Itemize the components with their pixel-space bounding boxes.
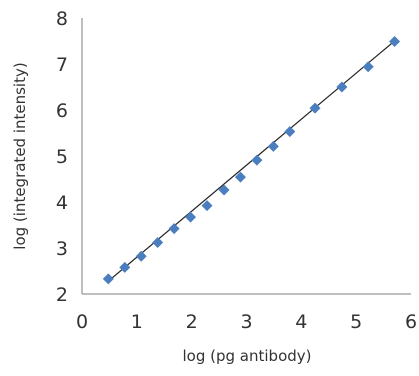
axes — [81, 18, 411, 295]
x-tick-label-1: 1 — [131, 311, 143, 333]
data-point-5 — [185, 211, 197, 223]
y-tick-label-4: 6 — [56, 100, 68, 122]
x-tick-label-0: 0 — [76, 311, 88, 333]
y-tick-label-6: 8 — [56, 8, 68, 30]
data-point-6 — [201, 200, 213, 212]
data-point-9 — [251, 154, 263, 166]
data-point-14 — [362, 61, 374, 73]
data-point-4 — [168, 223, 180, 235]
data-point-11 — [284, 126, 296, 138]
data-point-3 — [152, 236, 164, 248]
y-tick-label-2: 4 — [56, 192, 68, 214]
x-tick-label-4: 4 — [295, 311, 307, 333]
x-tick-label-5: 5 — [350, 311, 362, 333]
data-point-7 — [218, 184, 230, 196]
x-axis-title: log (pg antibody) — [183, 347, 312, 365]
x-tick-label-2: 2 — [186, 311, 198, 333]
data-points — [102, 35, 401, 285]
data-point-2 — [135, 250, 147, 262]
trendline — [107, 40, 395, 282]
y-axis-title: log (integrated intensity) — [11, 62, 29, 249]
y-tick-label-0: 2 — [56, 284, 68, 306]
y-tick-label-1: 3 — [56, 238, 68, 260]
data-point-1 — [119, 261, 131, 273]
y-tick-labels: 2 3 4 5 6 7 8 — [56, 8, 68, 306]
x-tick-label-3: 3 — [240, 311, 252, 333]
x-tick-labels: 0 1 2 3 4 5 6 — [76, 311, 417, 333]
y-tick-label-5: 7 — [56, 54, 68, 76]
data-point-15 — [389, 35, 401, 47]
data-point-12 — [309, 102, 321, 114]
data-point-0 — [102, 273, 114, 285]
x-tick-label-6: 6 — [405, 311, 417, 333]
y-tick-label-3: 5 — [56, 146, 68, 168]
data-point-8 — [234, 171, 246, 183]
data-point-13 — [336, 81, 348, 93]
data-point-10 — [267, 140, 279, 152]
